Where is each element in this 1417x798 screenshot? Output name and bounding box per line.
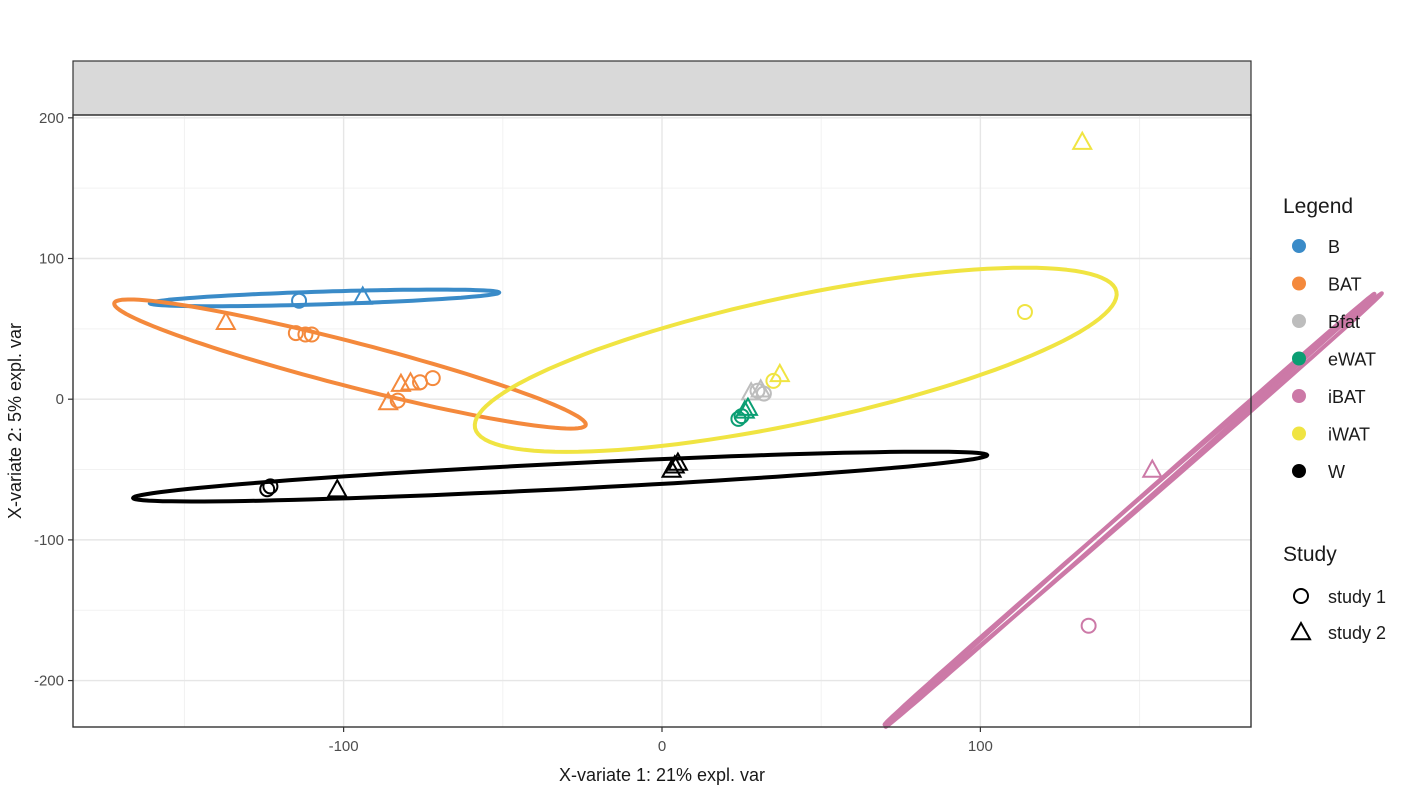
legend-swatch-b [1292, 239, 1306, 253]
point-bat-circle [297, 326, 314, 343]
legend-label-ibat: iBAT [1328, 387, 1366, 407]
point-ibat-triangle [1141, 458, 1164, 478]
point-bat-circle [303, 326, 320, 343]
point-bat-circle [287, 325, 304, 342]
y-axis-title: X-variate 2: 5% expl. var [5, 323, 25, 519]
ellipse-ibat [882, 291, 1384, 727]
point-iwat-circle [1016, 303, 1033, 320]
point-layer [215, 130, 1164, 634]
point-w-circle [259, 481, 276, 498]
ellipse-w [131, 449, 990, 504]
y-tick-label: -100 [34, 532, 64, 549]
y-tick-label: 0 [56, 391, 64, 408]
x-tick-label: -100 [329, 738, 359, 755]
shape-legend-circle-icon [1293, 588, 1309, 604]
legend-label-w: W [1328, 462, 1345, 482]
point-bat-triangle [399, 371, 422, 391]
legend-entries: B BAT Bfat eWAT iBAT iWAT W [1292, 237, 1376, 482]
x-tick-label: 0 [658, 738, 666, 755]
point-ewat-triangle [737, 396, 759, 416]
shape-legend-label: study 2 [1328, 623, 1386, 643]
legend-label-iwat: iWAT [1328, 425, 1370, 445]
point-b-triangle [352, 285, 374, 305]
point-bat-triangle [377, 390, 399, 411]
point-bat-circle [389, 392, 406, 409]
point-w-circle [262, 478, 279, 495]
y-tick-label: 100 [39, 251, 64, 268]
shape-legend-triangle-icon [1290, 620, 1312, 641]
point-bfat-triangle [749, 378, 772, 398]
point-iwat-circle [765, 372, 782, 389]
panel-strip [72, 60, 1252, 116]
point-bat-triangle [215, 310, 237, 331]
ellipse-bat [112, 297, 588, 431]
y-tick-label: 200 [39, 110, 64, 127]
legend-label-ewat: eWAT [1328, 350, 1376, 370]
shape-legend-label: study 1 [1328, 587, 1386, 607]
legend-swatch-bat [1292, 276, 1306, 291]
axis-layer: -100 0 100 200 100 0 -100 -200 [34, 110, 993, 755]
legend-swatch-bfat [1292, 314, 1306, 328]
legend-swatch-iwat [1292, 426, 1306, 441]
point-w-triangle [667, 451, 689, 471]
legend-swatch-w [1292, 464, 1306, 478]
ellipse-b [147, 287, 502, 309]
ellipse-iwat [472, 265, 1119, 454]
point-w-triangle [326, 478, 348, 498]
point-iwat-triangle [1071, 130, 1093, 150]
x-axis-title: X-variate 1: 21% expl. var [559, 765, 765, 785]
point-ewat-circle [730, 410, 747, 427]
x-tick-label: 100 [968, 738, 993, 755]
shape-legend-entries: study 1 study 2 [1290, 587, 1386, 643]
grid-layer [73, 115, 1251, 727]
point-w-triangle [660, 458, 683, 478]
point-ibat-circle [1080, 617, 1097, 634]
legend-swatch-ewat [1292, 351, 1306, 366]
shape-legend-title: Study [1283, 543, 1337, 566]
legend: Legend B BAT Bfat eWAT iBAT iWAT W Study study… [1283, 195, 1386, 643]
legend-title: Legend [1283, 195, 1353, 218]
point-bat-circle [424, 370, 441, 387]
legend-label-bfat: Bfat [1328, 312, 1360, 332]
legend-label-bat: BAT [1328, 275, 1362, 295]
y-tick-label: -200 [34, 673, 64, 690]
point-b-circle [291, 292, 308, 309]
legend-label-b: B [1328, 237, 1340, 257]
legend-swatch-ibat [1292, 389, 1306, 403]
